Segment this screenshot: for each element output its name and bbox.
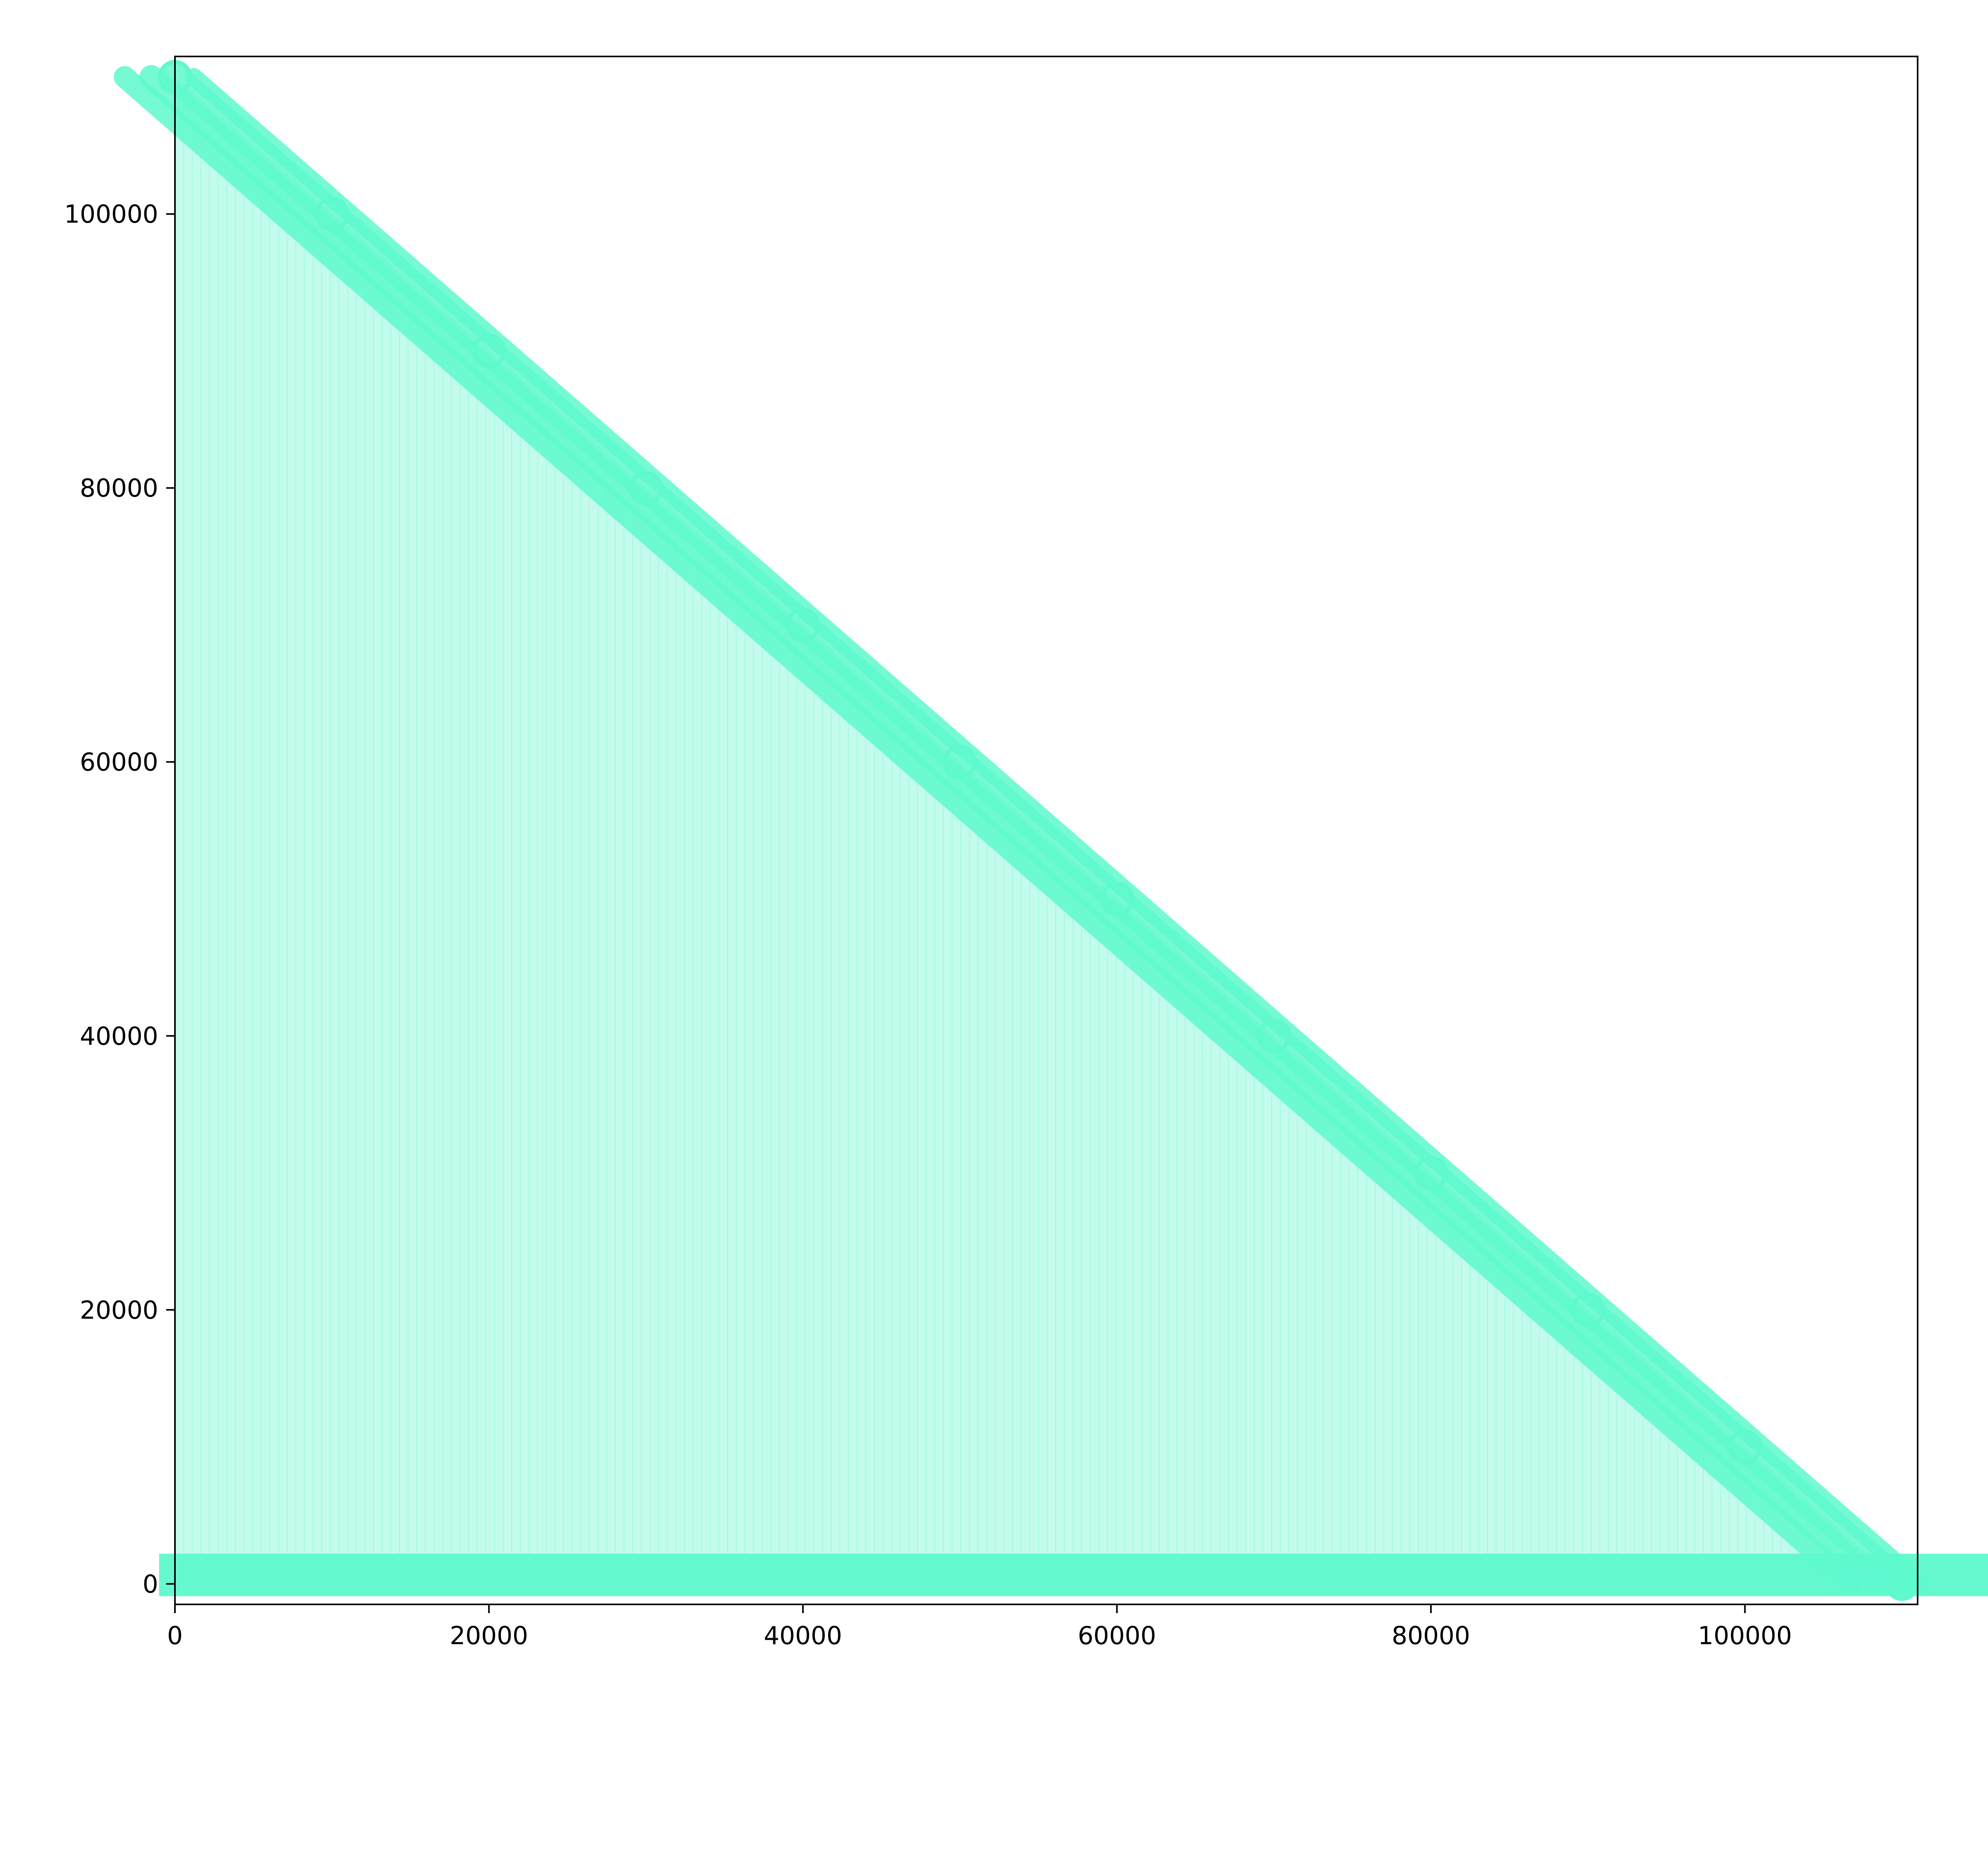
series-line — [184, 68, 1930, 1593]
data-point — [629, 471, 663, 505]
x-tick-label: 0 — [167, 1621, 182, 1650]
series-band-layer — [114, 60, 1988, 1601]
data-point — [315, 197, 349, 231]
y-tick-label: 60000 — [80, 748, 158, 777]
data-point — [943, 745, 977, 779]
y-tick-label: 40000 — [80, 1021, 158, 1051]
data-point — [1100, 882, 1134, 916]
x-axis: 0 20000 40000 60000 80000 100000 — [167, 1604, 1792, 1650]
y-tick-label: 0 — [143, 1569, 158, 1598]
data-point — [1257, 1019, 1291, 1053]
series-line — [114, 66, 1863, 1595]
x-tick-label: 40000 — [764, 1621, 842, 1650]
x-tick-label: 20000 — [450, 1621, 528, 1650]
data-point — [1728, 1429, 1762, 1464]
y-tick-label: 100000 — [64, 200, 158, 229]
x-tick-label: 100000 — [1698, 1621, 1792, 1650]
data-point — [472, 334, 506, 368]
data-point — [1413, 1155, 1448, 1190]
y-axis: 0 20000 40000 60000 80000 100000 — [64, 200, 175, 1598]
x-tick-label: 80000 — [1392, 1621, 1470, 1650]
data-point — [1571, 1293, 1605, 1327]
series-line — [161, 63, 1916, 1598]
data-point — [786, 608, 820, 642]
series-line — [139, 65, 1891, 1596]
plot-frame — [174, 56, 1918, 1605]
baseline-band — [159, 1553, 1988, 1596]
y-tick-label: 20000 — [80, 1295, 158, 1324]
x-tick-label: 60000 — [1078, 1621, 1156, 1650]
y-tick-label: 80000 — [80, 474, 158, 503]
